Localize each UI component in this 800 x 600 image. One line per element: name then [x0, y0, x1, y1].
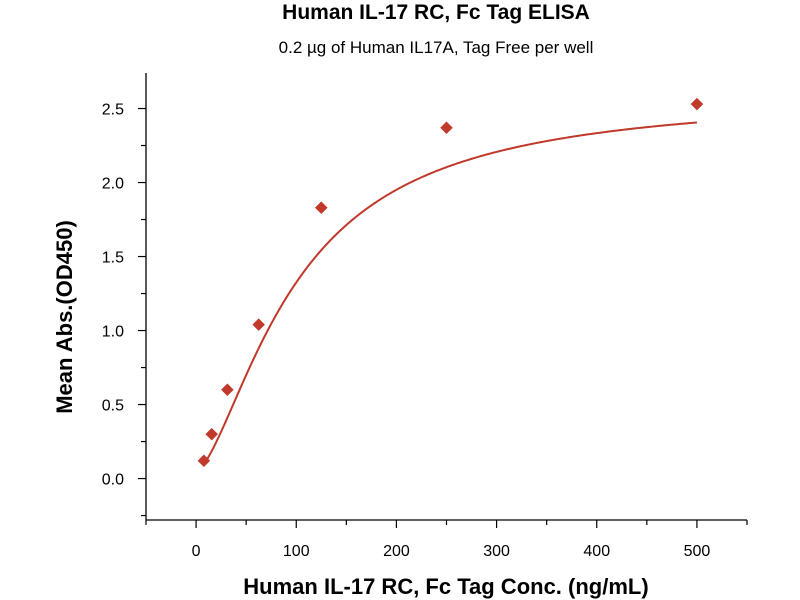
y-tick-label: 2.0: [102, 176, 124, 193]
x-tick-label: 400: [583, 543, 610, 560]
y-tick-label: 1.0: [102, 324, 124, 341]
data-point: [440, 121, 453, 135]
data-points: [197, 97, 704, 468]
x-tick-label: 100: [283, 543, 310, 560]
y-tick-label: 1.5: [102, 250, 124, 267]
x-tick-label: 200: [383, 543, 410, 560]
x-tick-label: 0: [192, 543, 201, 560]
data-point: [252, 318, 266, 331]
y-tick-label: 0.5: [102, 398, 124, 415]
x-tick-label: 500: [684, 543, 711, 560]
y-tick-label: 0.0: [102, 472, 124, 489]
x-axis-ticks: 0 100 200 300 400 500: [145, 520, 748, 560]
data-point: [690, 97, 704, 111]
chart-title: Human IL-17 RC, Fc Tag ELISA: [282, 1, 590, 24]
y-axis-title: Mean Abs.(OD450): [52, 220, 77, 414]
data-point: [314, 201, 328, 215]
y-tick-label: 2.5: [102, 102, 124, 119]
chart-subtitle: 0.2 µg of Human IL17A, Tag Free per well: [279, 38, 594, 57]
data-point: [205, 427, 219, 441]
x-tick-label: 300: [483, 543, 510, 560]
data-point: [221, 383, 234, 397]
axes: [145, 73, 747, 521]
y-axis-ticks: 0.0 0.5 1.0 1.5 2.0 2.5: [102, 102, 146, 517]
x-axis-title: Human IL-17 RC, Fc Tag Conc. (ng/mL): [243, 574, 648, 599]
fit-curve: [203, 121, 697, 465]
fit-curve-layer: [203, 121, 697, 465]
data-point: [197, 454, 211, 468]
